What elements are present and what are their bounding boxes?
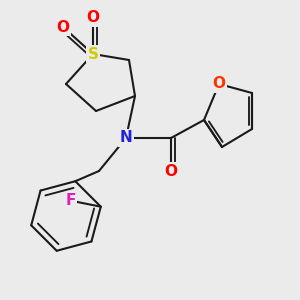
Text: O: O (56, 20, 70, 34)
Text: F: F (66, 193, 76, 208)
Text: O: O (212, 76, 226, 92)
Text: N: N (120, 130, 132, 146)
Text: O: O (164, 164, 178, 178)
Text: S: S (88, 46, 98, 62)
Text: O: O (86, 11, 100, 26)
